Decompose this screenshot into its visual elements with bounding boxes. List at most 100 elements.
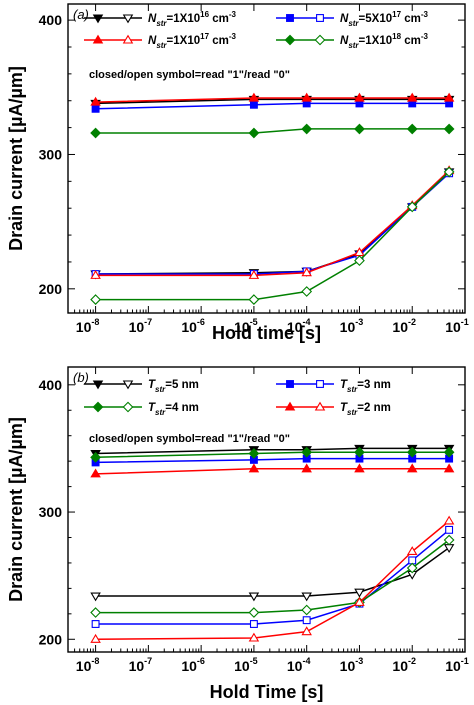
x-tick-exponent: -8 — [91, 317, 99, 327]
legend-unit: cm — [401, 35, 421, 47]
legend-entry-0: Tstr=5 nm — [84, 379, 199, 394]
legend-symbol: T — [148, 402, 156, 414]
series-line — [95, 97, 450, 103]
x-tick-base: 10 — [129, 319, 145, 335]
series-1-read-0 — [90, 168, 455, 280]
data-point — [248, 127, 260, 139]
legend-value: =1X10 — [167, 13, 201, 25]
data-point — [248, 607, 260, 618]
legend-marker-filled — [92, 401, 104, 413]
legend-marker-open — [316, 14, 324, 22]
data-point — [91, 104, 100, 113]
x-tick-exponent: -4 — [302, 656, 310, 666]
legend-subscript: str — [347, 408, 358, 417]
data-point — [443, 534, 455, 546]
legend-label: Nstr=1X1018 cm-3 — [340, 32, 429, 50]
data-point — [443, 92, 455, 102]
chart-panel-a: 10-8 10-7 10-6 10-5 10-4 10-3 10-2 10-120030040… — [6, 3, 469, 343]
series-line — [95, 170, 450, 277]
symbol-note: closed/open symbol=read "1"/read "0" — [89, 433, 290, 445]
x-tick-label: 10-2 — [392, 317, 416, 335]
x-tick-exponent: -1 — [461, 656, 469, 666]
data-point — [90, 633, 101, 643]
legend-value: =5 nm — [165, 379, 199, 391]
data-point — [354, 123, 365, 135]
data-point — [248, 269, 260, 279]
data-point — [90, 294, 101, 305]
series-line — [95, 468, 450, 475]
x-tick-exponent: -2 — [408, 656, 416, 666]
x-tick-base: 10 — [181, 319, 197, 335]
x-tick-label: 10-1 — [445, 317, 469, 335]
y-tick-label: 200 — [39, 281, 63, 297]
legend-subscript: str — [156, 19, 167, 28]
data-point — [406, 562, 418, 574]
data-point — [90, 468, 101, 478]
series-4-read-1 — [90, 446, 455, 463]
legend-subscript: str — [155, 385, 166, 394]
data-point — [301, 267, 312, 277]
legend-unit: cm — [209, 13, 229, 25]
x-tick-base: 10 — [287, 658, 303, 674]
legend-unit: cm — [401, 13, 421, 25]
data-point — [301, 286, 313, 297]
legend-entry-0: Nstr=1X1016 cm-3 — [84, 10, 237, 28]
series-line — [95, 520, 450, 641]
legend-value: =2 nm — [357, 402, 391, 414]
series-line — [95, 547, 450, 597]
legend-label: Tstr=5 nm — [148, 379, 199, 394]
x-tick-base: 10 — [445, 658, 461, 674]
legend-superscript: 16 — [200, 10, 209, 19]
series-line — [95, 128, 450, 134]
x-tick-exponent: -6 — [197, 656, 205, 666]
data-point — [406, 463, 418, 473]
x-tick-label: 10-4 — [287, 317, 311, 335]
series-7-read-0 — [90, 515, 455, 643]
y-tick-label: 200 — [39, 631, 63, 647]
data-point — [354, 588, 365, 598]
legend-subscript: str — [348, 19, 359, 28]
legend-superscript: 18 — [392, 32, 401, 41]
x-tick-exponent: -1 — [461, 317, 469, 327]
series-line — [95, 447, 450, 455]
x-tick-label: 10-8 — [76, 317, 100, 335]
series-line — [95, 457, 450, 464]
chart-panel-b: 10-8 10-7 10-6 10-5 10-4 10-3 10-2 10-120030040… — [6, 366, 469, 702]
y-axis-title: Drain current [µA/µm] — [6, 66, 26, 251]
data-point — [301, 592, 312, 602]
series-line — [95, 98, 450, 105]
x-tick-exponent: -7 — [144, 317, 152, 327]
series-6-read-1 — [90, 463, 455, 478]
data-point — [301, 604, 313, 616]
legend-marker-open — [122, 34, 134, 44]
legend-marker-open — [122, 380, 134, 390]
legend-unit: cm — [209, 35, 229, 47]
legend-unit-superscript: -3 — [421, 10, 429, 19]
series-line — [95, 451, 450, 459]
x-tick-exponent: -7 — [144, 656, 152, 666]
legend-marker-filled — [286, 380, 294, 388]
x-tick-base: 10 — [181, 658, 197, 674]
legend-value: =5X10 — [359, 13, 393, 25]
legend-marker-open — [316, 380, 324, 388]
legend-marker-filled — [284, 34, 296, 46]
legend-entry-3: Tstr=2 nm — [276, 401, 391, 417]
data-point — [354, 92, 365, 102]
x-tick-label: 10-7 — [129, 656, 153, 674]
legend-marker-filled — [92, 34, 104, 44]
data-point — [443, 515, 455, 525]
x-tick-base: 10 — [340, 658, 356, 674]
legend-subscript: str — [347, 385, 358, 394]
series-line — [95, 529, 450, 625]
legend-label: Tstr=3 nm — [340, 379, 391, 394]
data-point — [248, 592, 260, 602]
legend-superscript: 17 — [200, 32, 209, 41]
x-tick-base: 10 — [129, 658, 145, 674]
legend-unit-superscript: -3 — [229, 10, 237, 19]
data-point — [248, 632, 260, 642]
data-point — [90, 127, 101, 139]
legend-value: =4 nm — [165, 402, 199, 414]
legend-symbol: T — [148, 379, 156, 391]
series-1-read-0 — [90, 544, 455, 602]
x-tick-base: 10 — [392, 319, 408, 335]
